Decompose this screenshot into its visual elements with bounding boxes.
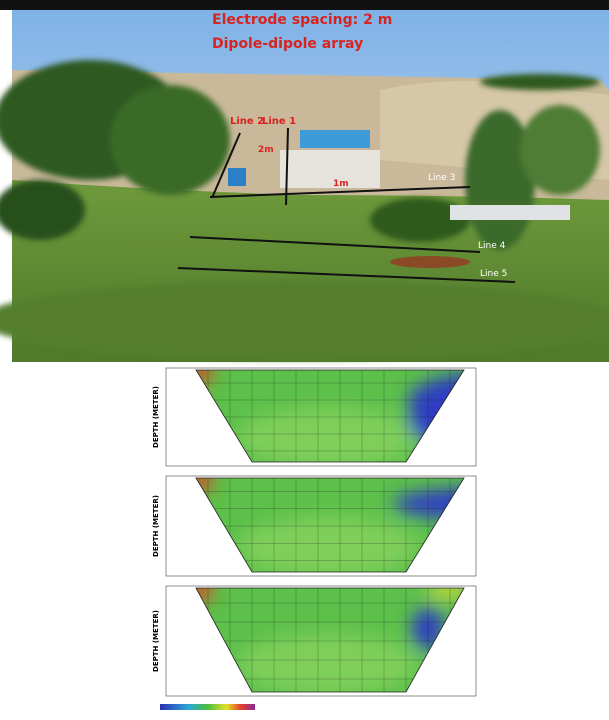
color-scale: [160, 704, 255, 710]
section-outline: [195, 587, 465, 693]
section-outline: [195, 477, 465, 573]
panel-border: [165, 367, 477, 467]
photo: Electrode spacing: 2 m Dipole-dipole arr…: [0, 10, 609, 362]
line-label: Line 5: [480, 269, 507, 279]
section-body: [196, 478, 608, 572]
line-label: Line 2: [230, 116, 264, 127]
distance-label: 1m: [333, 179, 349, 189]
sections: DEPTH (METER) DEPTH (METER) DEPTH (METER): [148, 366, 608, 698]
axis-label: DEPTH (METER): [152, 495, 160, 557]
section-outline: [195, 369, 465, 463]
low-resistivity: [393, 488, 464, 520]
low-resistivity: [488, 614, 528, 634]
section-body: [196, 588, 528, 692]
panel-border: [165, 585, 477, 697]
anomalies: [196, 478, 608, 572]
light-zone: [238, 633, 418, 692]
photo-title: Electrode spacing: 2 m: [212, 12, 392, 28]
panel-border: [165, 475, 477, 577]
top-band: [0, 0, 609, 10]
axis-label: DEPTH (METER): [152, 386, 160, 448]
resistivity-section: DEPTH (METER): [148, 474, 608, 578]
line-label: Line 4: [478, 241, 506, 251]
high-resistivity: [196, 370, 212, 384]
high-resistivity: [196, 588, 212, 602]
line-label: Line 3: [428, 173, 455, 183]
high-resistivity: [426, 588, 464, 596]
resistivity-section: DEPTH (METER): [148, 584, 528, 698]
photo-subtitle: Dipole-dipole array: [212, 36, 363, 52]
low-resistivity: [568, 490, 608, 518]
resistivity-section: DEPTH (METER): [148, 366, 482, 468]
light-zone: [238, 407, 418, 462]
high-resistivity: [196, 478, 212, 492]
axis-label: DEPTH (METER): [152, 610, 160, 672]
section-body: [196, 370, 464, 462]
light-zone: [238, 516, 418, 572]
line-label: Line 1: [262, 116, 296, 127]
distance-label: 2m: [258, 145, 274, 155]
